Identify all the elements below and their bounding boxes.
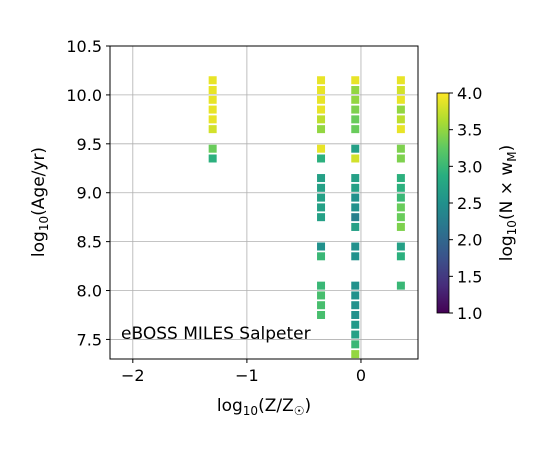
heatmap-cell — [317, 86, 325, 94]
heatmap-cell — [317, 125, 325, 133]
y-tick-label: 10.0 — [66, 86, 102, 105]
heatmap-cell — [317, 96, 325, 104]
heatmap-cell — [317, 76, 325, 84]
heatmap-cell — [351, 223, 359, 231]
y-tick-label: 7.5 — [77, 330, 102, 349]
y-tick-label: 9.5 — [77, 135, 102, 154]
heatmap-cell — [351, 203, 359, 211]
heatmap-cell — [317, 291, 325, 299]
heatmap-cell — [397, 174, 405, 182]
colorbar-tick-label: 1.5 — [457, 267, 482, 286]
heatmap-cell — [317, 115, 325, 123]
heatmap-cell — [317, 174, 325, 182]
heatmap-cell — [351, 106, 359, 114]
y-axis-ticks: 7.5 8.0 8.5 9.0 9.5 10.0 10.5 — [66, 37, 110, 349]
heatmap-cell — [209, 125, 217, 133]
heatmap-cell — [351, 311, 359, 319]
heatmap-cell — [351, 194, 359, 202]
heatmap-cell — [317, 311, 325, 319]
heatmap-cell — [397, 76, 405, 84]
colorbar-tick-label: 2.0 — [457, 231, 482, 250]
heatmap-cell — [317, 252, 325, 260]
heatmap-cell — [317, 194, 325, 202]
heatmap-cell — [317, 154, 325, 162]
heatmap-cell — [397, 125, 405, 133]
heatmap-cell — [397, 115, 405, 123]
x-tick-label: 0 — [356, 366, 366, 385]
heatmap-cell — [317, 282, 325, 290]
heatmap-cell — [397, 194, 405, 202]
y-tick-label: 8.5 — [77, 233, 102, 252]
heatmap-cell — [209, 76, 217, 84]
heatmap-cell — [397, 86, 405, 94]
heatmap-cell — [351, 174, 359, 182]
heatmap-cell — [397, 282, 405, 290]
x-axis-label: log10(Z/Z☉) — [217, 396, 311, 418]
heatmap-cell — [209, 154, 217, 162]
colorbar-ticks: 1.0 1.5 2.0 2.5 3.0 3.5 4.0 — [449, 84, 482, 323]
heatmap-cell — [351, 291, 359, 299]
heatmap-cell — [397, 243, 405, 251]
colorbar-tick-label: 1.0 — [457, 304, 482, 323]
heatmap-cell — [351, 331, 359, 339]
heatmap-cell — [351, 115, 359, 123]
heatmap-cell — [397, 252, 405, 260]
colorbar-label: log10(N × wM) — [497, 145, 519, 262]
colorbar-tick-label: 3.5 — [457, 121, 482, 140]
heatmap-cell — [351, 252, 359, 260]
heatmap-cell — [397, 223, 405, 231]
heatmap-cell — [351, 86, 359, 94]
heatmap-cell — [317, 145, 325, 153]
heatmap-cell — [351, 243, 359, 251]
heatmap-cell — [317, 243, 325, 251]
heatmap-cell — [351, 321, 359, 329]
heatmap-cell — [351, 145, 359, 153]
heatmap-cell — [351, 350, 359, 358]
x-tick-label: −1 — [235, 366, 259, 385]
heatmap-cell — [351, 125, 359, 133]
heatmap-cell — [209, 145, 217, 153]
heatmap-cell — [317, 106, 325, 114]
heatmap-cell — [397, 184, 405, 192]
colorbar-tick-label: 4.0 — [457, 84, 482, 103]
heatmap-cell — [397, 213, 405, 221]
colorbar-tick-label: 2.5 — [457, 194, 482, 213]
heatmap-cell — [351, 301, 359, 309]
heatmap-cell — [397, 203, 405, 211]
heatmap-cell — [351, 154, 359, 162]
heatmap-cell — [317, 184, 325, 192]
heatmap-cell — [397, 145, 405, 153]
y-tick-label: 9.0 — [77, 184, 102, 203]
y-tick-label: 8.0 — [77, 282, 102, 301]
heatmap-cell — [397, 154, 405, 162]
heatmap-cell — [397, 96, 405, 104]
heatmap-cell — [317, 301, 325, 309]
heatmap-cell — [397, 106, 405, 114]
heatmap-cell — [351, 96, 359, 104]
annotation-text: eBOSS MILES Salpeter — [121, 324, 311, 344]
heatmap-cell — [351, 184, 359, 192]
y-tick-label: 10.5 — [66, 37, 102, 56]
heatmap-cell — [351, 213, 359, 221]
heatmap-cell — [317, 203, 325, 211]
heatmap-cell — [351, 340, 359, 348]
x-tick-label: −2 — [121, 366, 145, 385]
heatmap-cell — [209, 96, 217, 104]
heatmap-cell — [209, 86, 217, 94]
heatmap-cell — [351, 76, 359, 84]
x-axis-ticks: −2 −1 0 — [121, 359, 366, 385]
plot-background — [110, 46, 418, 359]
colorbar — [437, 93, 449, 313]
colorbar-tick-label: 3.0 — [457, 157, 482, 176]
heatmap-cell — [209, 106, 217, 114]
heatmap-cell — [351, 282, 359, 290]
heatmap-cell — [209, 115, 217, 123]
y-axis-label: log10(Age/yr) — [29, 147, 51, 257]
heatmap-cell — [317, 213, 325, 221]
